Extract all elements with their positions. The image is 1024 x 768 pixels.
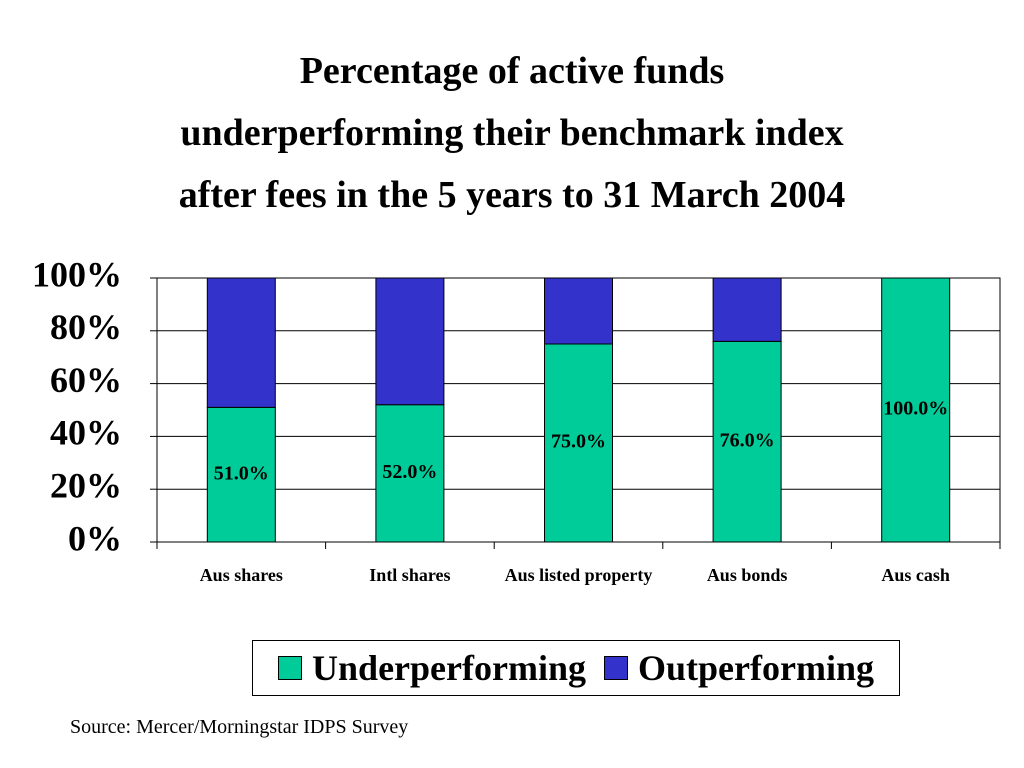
data-label: 52.0% [382, 461, 437, 483]
x-tick-label-box: Aus listed property [504, 565, 653, 585]
legend-swatch [278, 656, 303, 680]
bar-segment [712, 277, 782, 342]
legend-swatch [604, 656, 628, 680]
data-label: 100.0% [883, 398, 948, 420]
y-tick-label: 20% [50, 465, 122, 505]
bar-segment [544, 343, 613, 543]
legend: Underperforming Outperforming [252, 640, 900, 696]
x-tick-label: Aus listed property [504, 565, 653, 585]
source-note: Source: Mercer/Morningstar IDPS Survey [70, 716, 409, 738]
bar-segment [206, 277, 276, 408]
bar-segment [544, 277, 613, 345]
legend-item: Outperforming [604, 647, 874, 689]
y-tick-label: 60% [50, 360, 122, 400]
chart-title: Percentage of active funds underperformi… [178, 50, 846, 216]
x-tick-label: Aus shares [199, 565, 283, 585]
y-tick-label: 40% [50, 413, 122, 453]
x-tick-label-box: Aus shares [199, 565, 283, 585]
data-label: 76.0% [720, 429, 775, 451]
bar-segment [375, 277, 445, 406]
legend-item: Underperforming [278, 647, 586, 689]
x-tick-label: Aus bonds [706, 565, 788, 585]
y-tick-label: 80% [50, 307, 122, 347]
x-tick-label-box: Intl shares [369, 565, 451, 585]
bar-segment [881, 277, 951, 543]
legend-label: Underperforming [312, 648, 586, 688]
x-tick-label: Intl shares [369, 565, 451, 585]
x-tick-label-box: Aus cash [881, 565, 950, 585]
bar-segment [206, 406, 276, 543]
x-tick-label: Aus cash [881, 565, 950, 585]
y-tick-label: 100% [32, 254, 122, 294]
data-label: 75.0% [551, 431, 606, 453]
x-tick-label-box: Aus bonds [706, 565, 788, 585]
y-tick-label: 0% [68, 518, 122, 558]
legend-label: Outperforming [638, 648, 874, 688]
bar-segment [375, 404, 445, 543]
data-label: 51.0% [214, 462, 269, 484]
bar-segment [712, 340, 782, 543]
